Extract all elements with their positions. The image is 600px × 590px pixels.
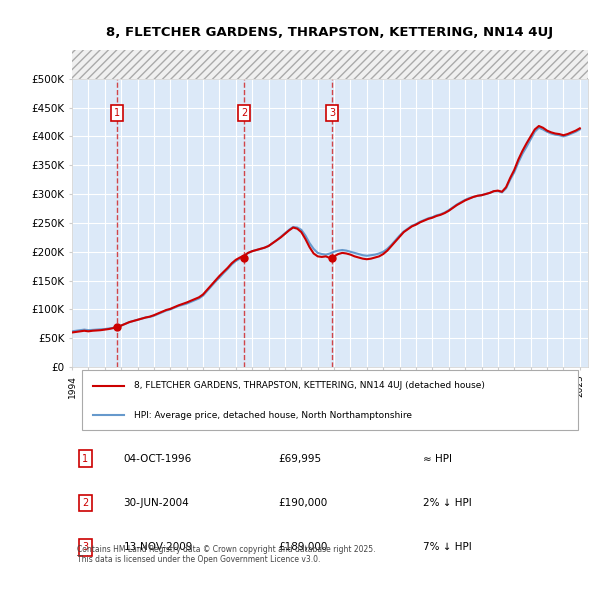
- Bar: [72, 50, 588, 78]
- Text: 1: 1: [114, 109, 120, 119]
- Text: 7% ↓ HPI: 7% ↓ HPI: [423, 542, 472, 552]
- Text: 3: 3: [82, 542, 88, 552]
- Text: 8, FLETCHER GARDENS, THRAPSTON, KETTERING, NN14 4UJ (detached house): 8, FLETCHER GARDENS, THRAPSTON, KETTERIN…: [134, 381, 485, 390]
- Text: 13-NOV-2009: 13-NOV-2009: [124, 542, 193, 552]
- Text: £189,000: £189,000: [278, 542, 328, 552]
- Text: 2: 2: [241, 109, 247, 119]
- Text: £190,000: £190,000: [278, 498, 328, 508]
- Text: 8, FLETCHER GARDENS, THRAPSTON, KETTERING, NN14 4UJ: 8, FLETCHER GARDENS, THRAPSTON, KETTERIN…: [106, 27, 554, 40]
- Text: 04-OCT-1996: 04-OCT-1996: [124, 454, 192, 464]
- Text: 1: 1: [82, 454, 88, 464]
- Text: Contains HM Land Registry data © Crown copyright and database right 2025.
This d: Contains HM Land Registry data © Crown c…: [77, 545, 376, 564]
- Text: 2: 2: [82, 498, 89, 508]
- Text: £69,995: £69,995: [278, 454, 322, 464]
- Text: 3: 3: [329, 109, 335, 119]
- FancyBboxPatch shape: [82, 371, 578, 430]
- Text: ≈ HPI: ≈ HPI: [423, 454, 452, 464]
- Text: 2% ↓ HPI: 2% ↓ HPI: [423, 498, 472, 508]
- Text: HPI: Average price, detached house, North Northamptonshire: HPI: Average price, detached house, Nort…: [134, 411, 412, 419]
- Text: 30-JUN-2004: 30-JUN-2004: [124, 498, 190, 508]
- Text: Price paid vs. HM Land Registry's House Price Index (HPI): Price paid vs. HM Land Registry's House …: [161, 60, 499, 73]
